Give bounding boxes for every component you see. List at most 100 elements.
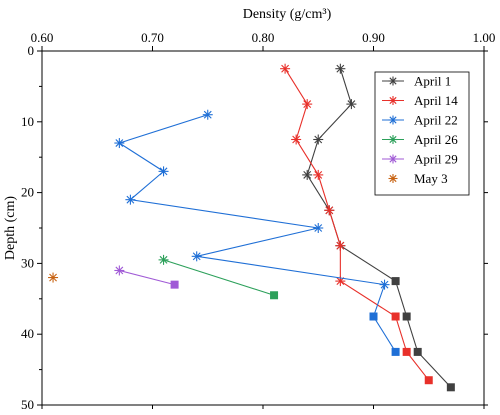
legend-label: April 1 [414,74,451,89]
y-tick-label: 50 [21,397,34,412]
legend-swatch-marker [388,154,398,164]
x-tick-label: 1.00 [473,30,496,45]
star-stroke [325,206,334,215]
series-layer [48,63,455,392]
star-stroke [203,110,212,119]
data-point-square [446,383,455,392]
data-point-star [291,134,302,145]
star-stroke [159,255,168,264]
series-april-14 [280,63,433,385]
data-point-star [313,223,324,233]
legend-item: April 29 [382,152,458,167]
star-stroke [115,139,124,147]
star-stroke [49,273,57,282]
data-point-star [280,63,291,74]
data-point-star [302,99,313,110]
data-point-star [114,138,125,149]
y-axis-title: Depth (cm) [3,196,18,260]
series-line [163,259,275,296]
legend-label: April 22 [414,113,458,128]
star-stroke [389,155,397,163]
y-tick-label: 30 [21,255,34,270]
star-stroke [336,241,345,250]
data-point-star [313,134,324,145]
data-point-star [346,99,357,110]
y-axis-ticks: 0 10 20 30 40 50 [21,43,488,412]
data-point-star [302,169,313,180]
data-point-square [170,280,179,289]
star-stroke [192,252,201,261]
y-tick-label: 20 [21,185,34,200]
legend-item: May 3 [388,171,448,186]
star-stroke [126,195,135,204]
star-stroke [389,174,397,183]
legend-item: April 26 [382,132,458,147]
legend-item: April 14 [382,93,458,108]
series-april-22 [114,109,400,356]
legend-item: April 22 [382,113,458,128]
x-tick-label: 0.90 [362,30,385,45]
data-point-star [335,240,346,251]
data-point-star [125,194,136,205]
x-tick-label: 0.70 [141,30,164,45]
data-point-star [202,109,213,120]
data-point-square [402,347,411,356]
star-stroke [314,135,323,144]
data-point-square [424,376,433,385]
legend-item: April 1 [382,74,451,89]
x-axis-title: Density (g/cm³) [243,7,332,22]
star-stroke [303,170,312,179]
series-may-3 [48,272,59,283]
legend-swatch-marker [388,76,398,86]
legend: April 1 April 14 April 22 April 26 April 29 M… [374,71,470,196]
data-point-star [158,254,169,265]
star-stroke [347,100,356,109]
data-point-star [379,279,390,290]
x-tick-label: 0.60 [31,30,54,45]
x-axis-ticks: 0.60 0.70 0.80 0.90 1.00 [31,30,496,409]
legend-label: April 14 [414,93,458,108]
data-point-square [391,312,400,321]
data-point-square [391,347,400,356]
series-april-26 [158,254,279,300]
series-line [284,68,430,381]
star-stroke [281,64,290,73]
data-point-star [191,251,202,262]
star-stroke [389,96,397,105]
star-stroke [336,64,345,73]
data-point-star [324,205,335,216]
star-stroke [389,116,397,124]
legend-swatch-marker [388,135,398,144]
series-line [119,269,175,286]
legend-label: April 26 [414,132,458,147]
data-point-square [413,347,422,356]
star-stroke [292,135,301,144]
data-point-star [114,265,125,276]
legend-swatch-marker [388,174,398,183]
star-stroke [159,167,168,176]
data-point-star [335,63,346,74]
series-april-29 [114,265,179,289]
data-point-square [391,277,400,286]
data-point-square [270,291,279,300]
y-tick-label: 40 [21,326,34,341]
star-stroke [389,135,397,144]
data-point-star [313,169,324,180]
data-point-star [48,272,59,283]
data-point-square [369,312,378,321]
star-stroke [389,77,397,85]
star-stroke [303,100,312,109]
legend-label: April 29 [414,152,458,167]
y-tick-label: 0 [28,43,35,58]
legend-swatch-marker [388,115,398,125]
data-point-star [158,166,169,177]
star-stroke [380,280,389,289]
legend-swatch-marker [388,96,398,105]
y-tick-label: 10 [21,114,34,129]
star-stroke [314,170,323,179]
star-stroke [115,266,124,275]
legend-label: May 3 [414,171,448,186]
data-point-square [402,312,411,321]
x-tick-label: 0.80 [252,30,275,45]
